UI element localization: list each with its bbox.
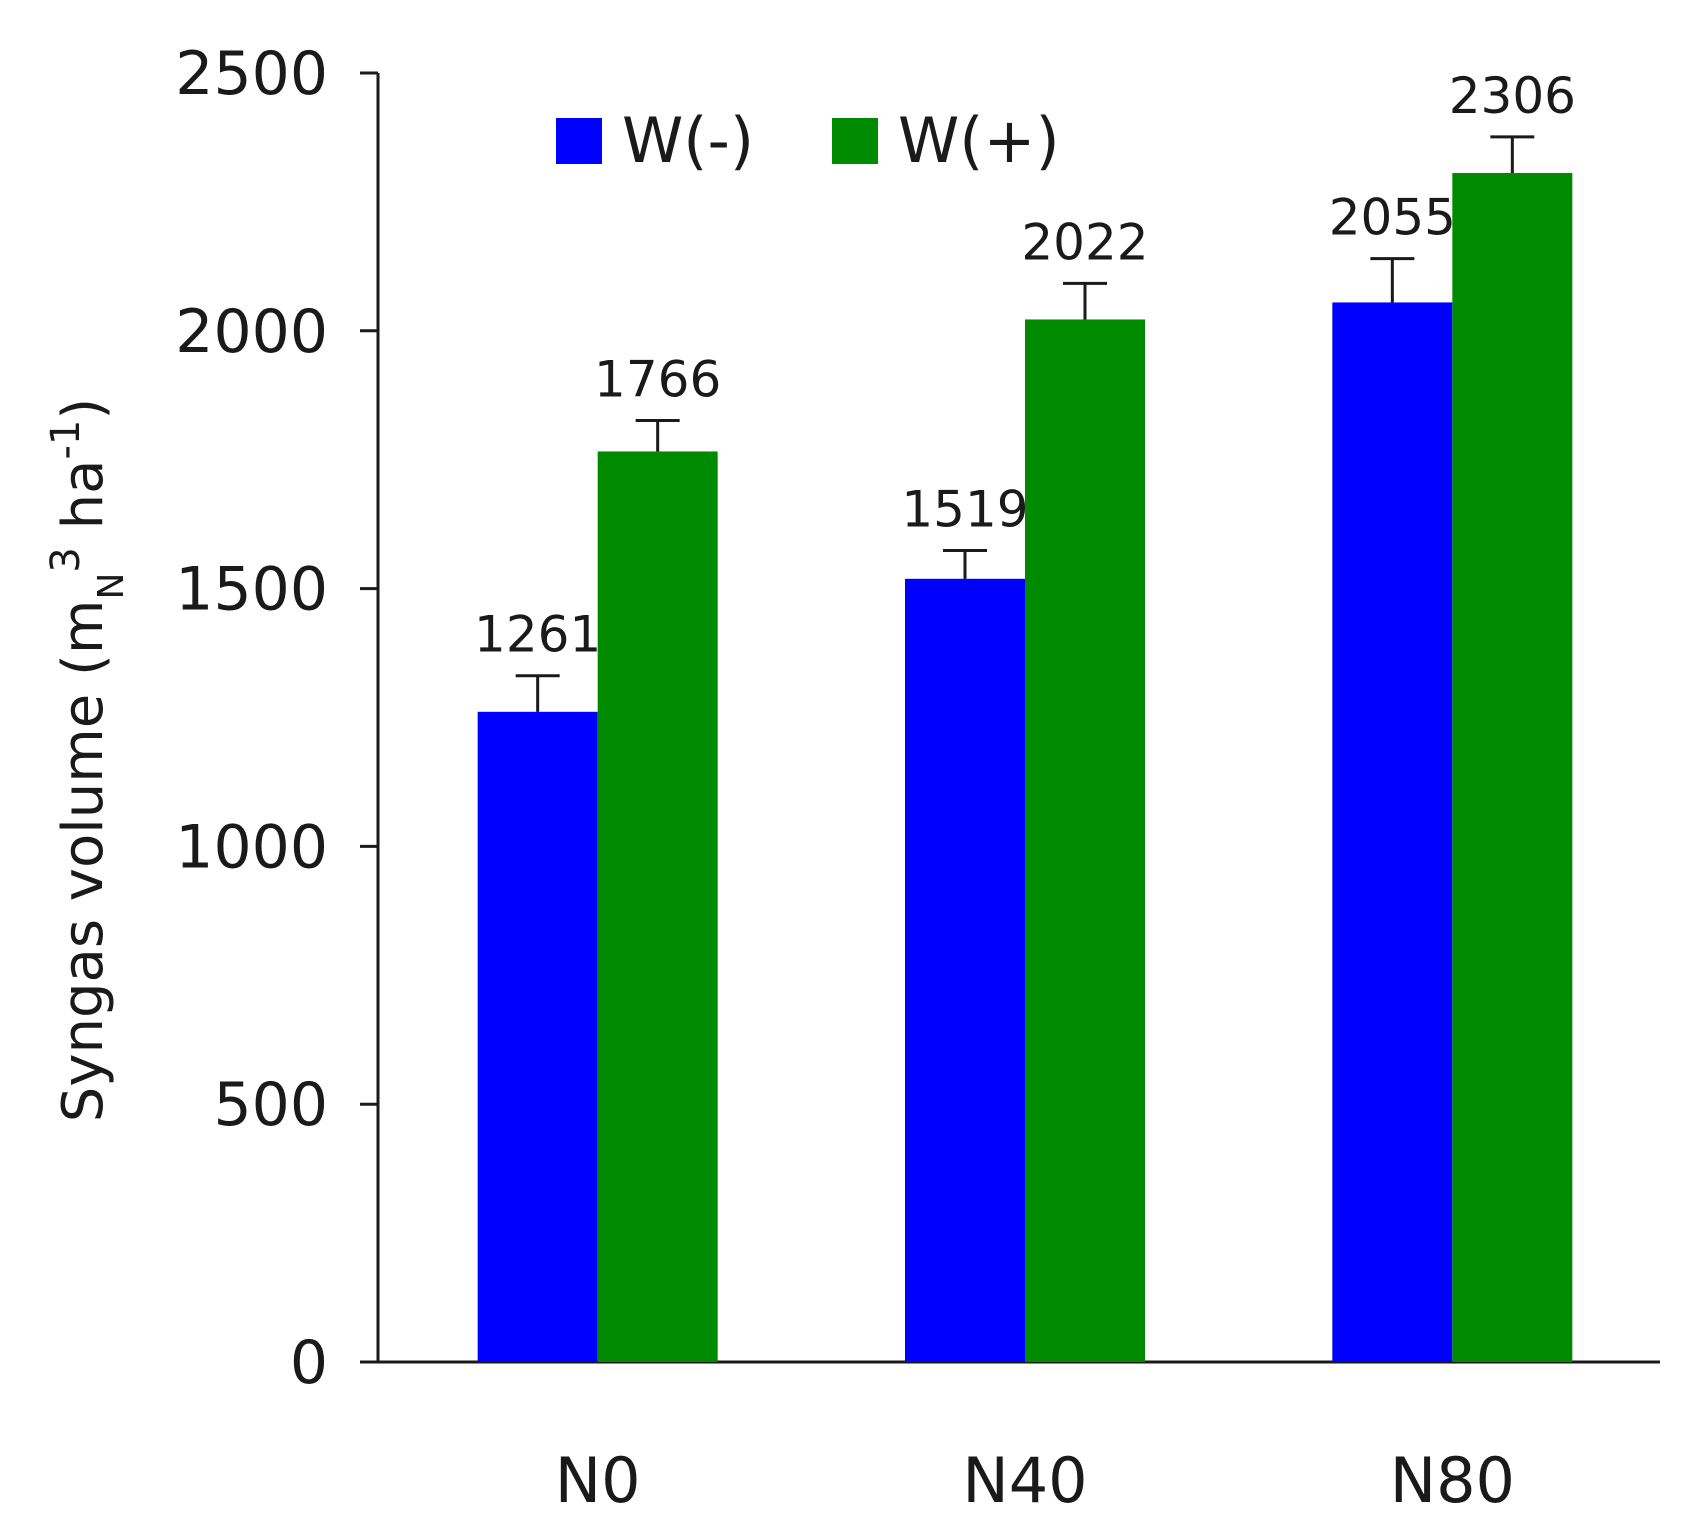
bar — [1332, 302, 1453, 1362]
data-labels: 1261 1766 1519 2022 2055 2306 — [474, 67, 1576, 664]
bar — [1025, 319, 1145, 1362]
x-tick-label: N80 — [1390, 1444, 1515, 1517]
legend-swatch — [556, 118, 602, 164]
bar — [597, 451, 718, 1362]
bar — [905, 578, 1025, 1362]
y-axis-title-close: ) — [51, 398, 116, 420]
x-tick-label: N0 — [555, 1444, 641, 1517]
y-axis-title-main: Syngas volume (m — [51, 600, 116, 1123]
data-label: 1261 — [474, 606, 601, 664]
bar — [1452, 173, 1573, 1363]
legend-label: W(+) — [898, 104, 1060, 177]
y-axis: 0 500 1000 1500 2000 2500 — [175, 39, 380, 1398]
data-label: 1766 — [594, 351, 721, 409]
y-axis-title-sub: N — [91, 573, 132, 600]
y-axis-title: Syngas volume (mN3 ha-1) — [43, 398, 132, 1122]
data-label: 1519 — [901, 480, 1028, 538]
x-tick-label: N40 — [962, 1444, 1087, 1517]
y-axis-title-sup: 3 — [43, 547, 89, 572]
y-tick-label: 2000 — [175, 297, 328, 367]
y-tick-label: 1000 — [175, 812, 328, 882]
y-axis-title-unit: ha — [51, 460, 116, 548]
bars — [477, 135, 1573, 1363]
data-label: 2306 — [1449, 67, 1576, 125]
y-tick-label: 1500 — [175, 555, 328, 625]
bar — [477, 711, 598, 1362]
legend: W(-) W(+) — [556, 104, 1060, 177]
y-axis-title-unit-sup: -1 — [43, 420, 89, 460]
legend-swatch — [832, 118, 878, 164]
y-tick-label: 500 — [213, 1070, 328, 1140]
y-tick-label: 2500 — [175, 39, 328, 109]
data-label: 2055 — [1329, 189, 1456, 247]
x-axis: N0 N40 N80 — [378, 1360, 1660, 1517]
data-label: 2022 — [1021, 213, 1148, 271]
y-tick-label: 0 — [290, 1328, 328, 1398]
legend-label: W(-) — [622, 104, 754, 177]
